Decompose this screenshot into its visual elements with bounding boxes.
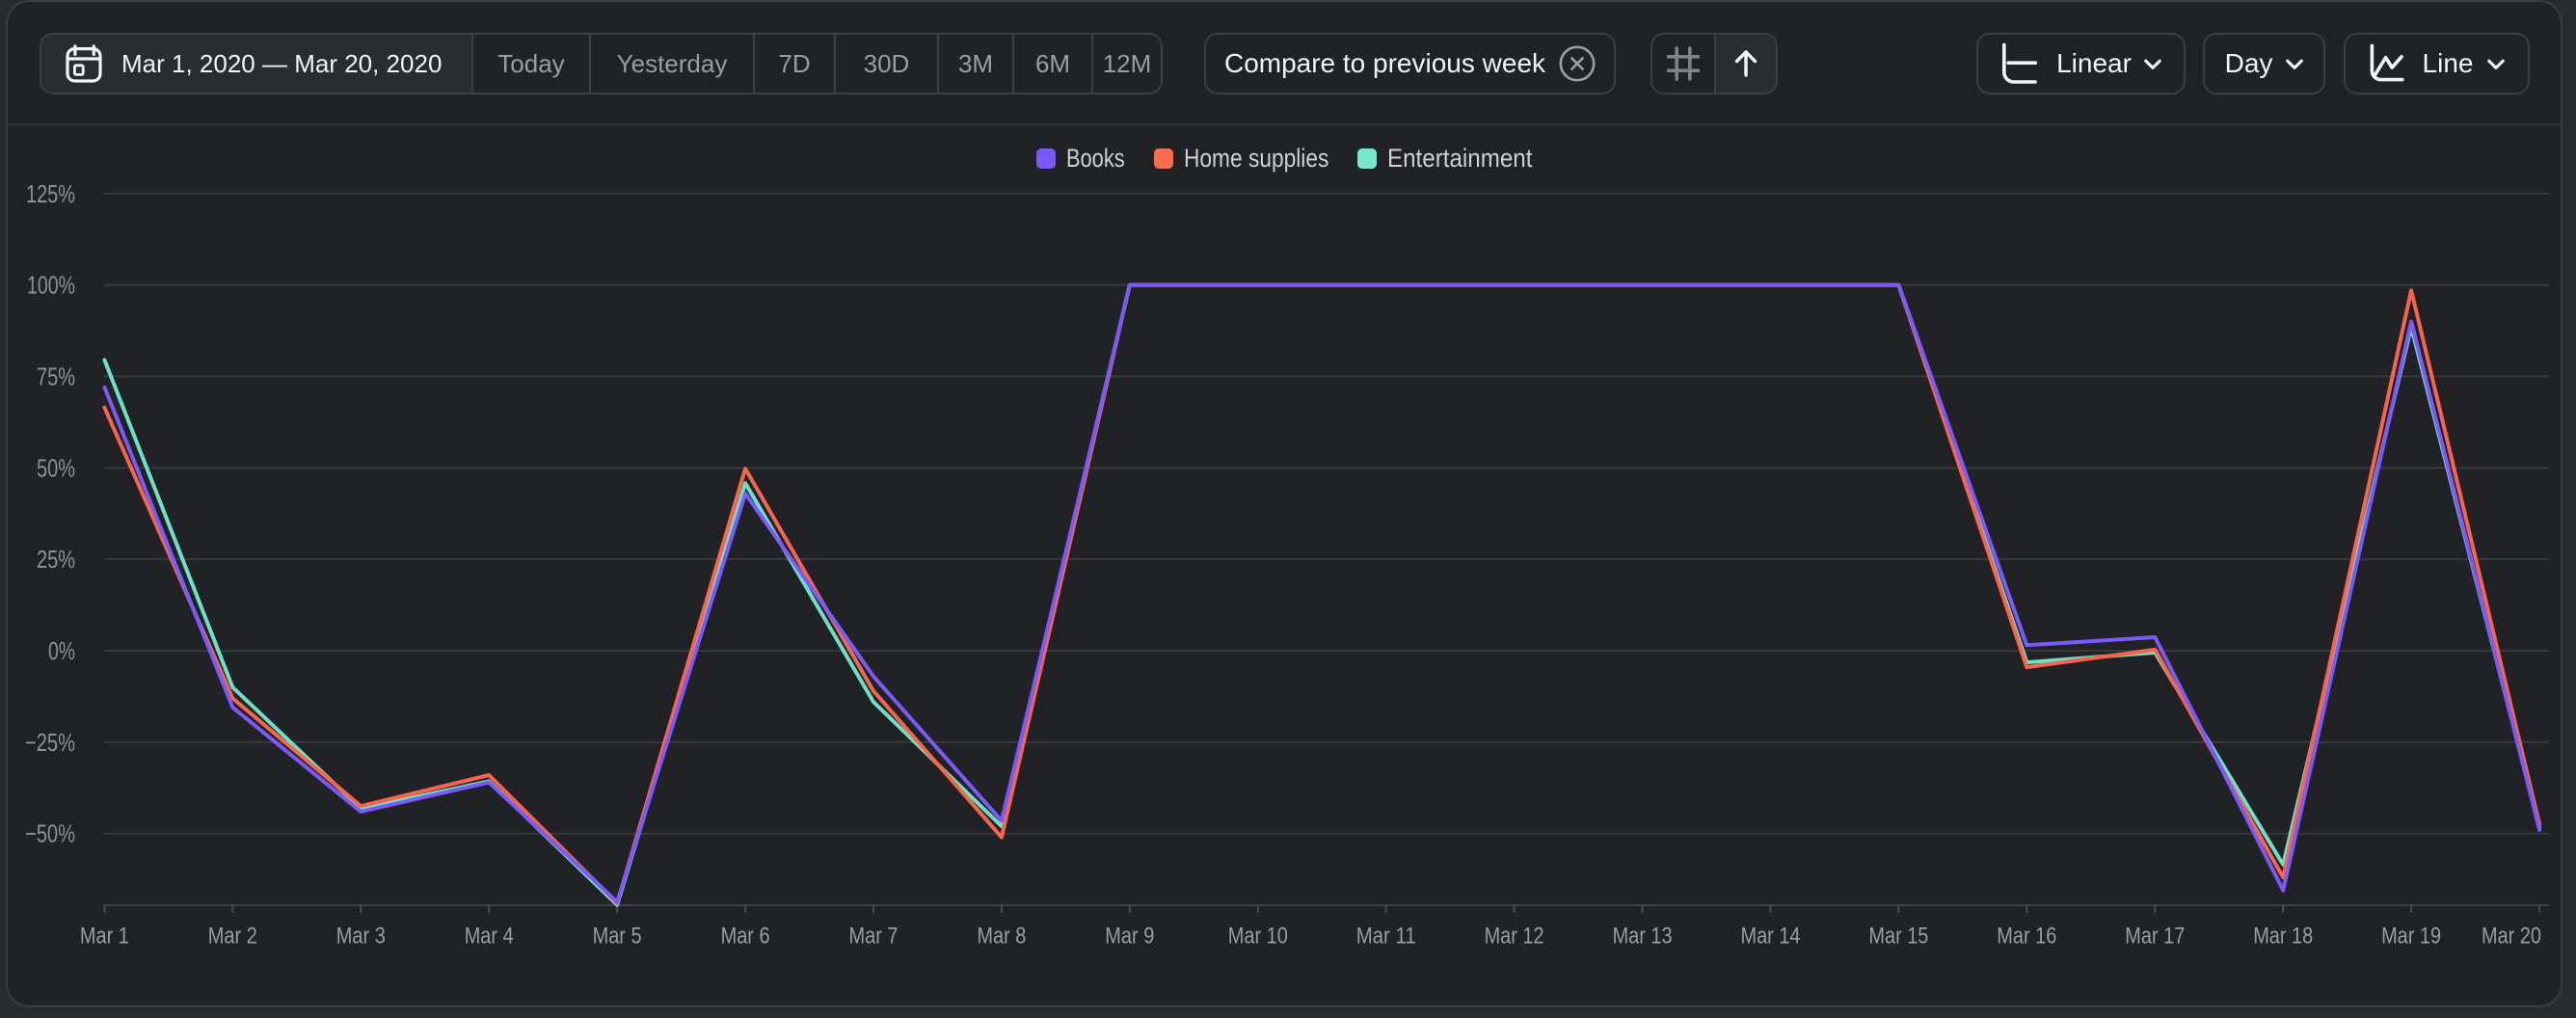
- svg-text:Mar 10: Mar 10: [1228, 924, 1288, 950]
- svg-text:Mar 19: Mar 19: [2381, 924, 2441, 950]
- svg-text:Mar 7: Mar 7: [849, 924, 899, 950]
- svg-text:Mar 2: Mar 2: [208, 924, 257, 950]
- svg-text:50%: 50%: [37, 453, 75, 482]
- svg-text:Mar 9: Mar 9: [1105, 924, 1154, 950]
- svg-text:75%: 75%: [37, 362, 75, 390]
- svg-text:−25%: −25%: [25, 728, 75, 757]
- svg-text:Mar 17: Mar 17: [2125, 924, 2185, 950]
- svg-text:125%: 125%: [26, 179, 75, 208]
- svg-text:Mar 11: Mar 11: [1356, 924, 1416, 950]
- svg-text:Mar 16: Mar 16: [1997, 924, 2056, 950]
- svg-text:Mar 20: Mar 20: [2482, 924, 2541, 950]
- svg-text:Mar 13: Mar 13: [1613, 924, 1673, 950]
- svg-text:Mar 12: Mar 12: [1485, 924, 1544, 950]
- svg-text:Mar 6: Mar 6: [721, 924, 770, 950]
- svg-text:Mar 14: Mar 14: [1741, 924, 1801, 950]
- svg-text:Mar 15: Mar 15: [1868, 924, 1928, 950]
- svg-text:25%: 25%: [37, 545, 75, 574]
- svg-text:0%: 0%: [48, 636, 75, 665]
- svg-text:100%: 100%: [27, 271, 75, 300]
- svg-text:Mar 1: Mar 1: [80, 924, 129, 950]
- svg-text:Mar 3: Mar 3: [336, 924, 386, 950]
- svg-text:Mar 8: Mar 8: [977, 924, 1026, 950]
- svg-text:−50%: −50%: [25, 819, 75, 848]
- svg-text:Mar 18: Mar 18: [2253, 924, 2313, 950]
- svg-text:Mar 5: Mar 5: [593, 924, 642, 950]
- svg-text:Mar 4: Mar 4: [465, 924, 514, 950]
